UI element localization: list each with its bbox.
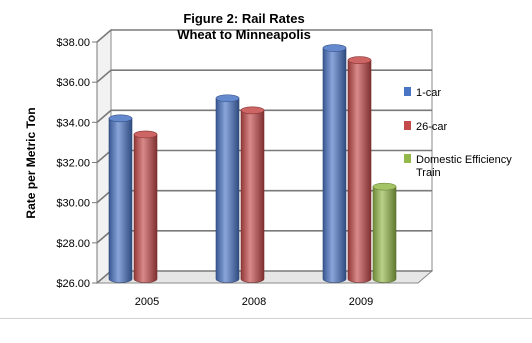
legend-label: 26-car [416,121,448,133]
gridline [96,29,432,43]
bar-26-car-2008 [240,106,265,283]
bar-1-car-2008 [215,94,240,283]
legend-item: 26-car [404,121,448,133]
legend-swatch [404,87,411,96]
bar-1-car-2005 [108,114,133,283]
legend-label: Domestic Efficiency [416,154,512,166]
bar-domestic-efficiency-train-2009 [372,182,397,283]
legend-label: Train [416,167,441,179]
bar-26-car-2005 [133,130,158,283]
x-tick-label: 2008 [242,296,266,308]
bar-1-car-2009 [322,44,347,283]
x-tick-label: 2009 [349,296,373,308]
y-tick-label: $34.00 [56,117,90,129]
legend-item: 1-car [404,87,441,99]
x-tick-label: 2005 [135,296,159,308]
legend-label: 1-car [416,87,441,99]
y-tick-label: $36.00 [56,77,90,89]
y-tick-label: $38.00 [56,37,90,49]
y-axis-title: Rate per Metric Ton [24,107,38,218]
chart-subtitle: Wheat to Minneapolis [177,27,311,42]
chart-title: Figure 2: Rail Rates [183,11,304,26]
x-tick-labels: 2005 2008 2009 [135,296,373,308]
legend-swatch [404,121,411,130]
legend-swatch [404,154,411,163]
y-tick-label: $32.00 [56,158,90,170]
y-tick-label: $30.00 [56,198,90,210]
y-tick-labels: $26.00 $28.00 $30.00 $32.00 $34.00 $36.00 $38.… [56,37,90,290]
bars [108,44,397,283]
bar-26-car-2009 [347,56,372,283]
y-tick-label: $28.00 [56,238,90,250]
bottom-divider [0,318,532,319]
y-tick-label: $26.00 [56,278,90,290]
